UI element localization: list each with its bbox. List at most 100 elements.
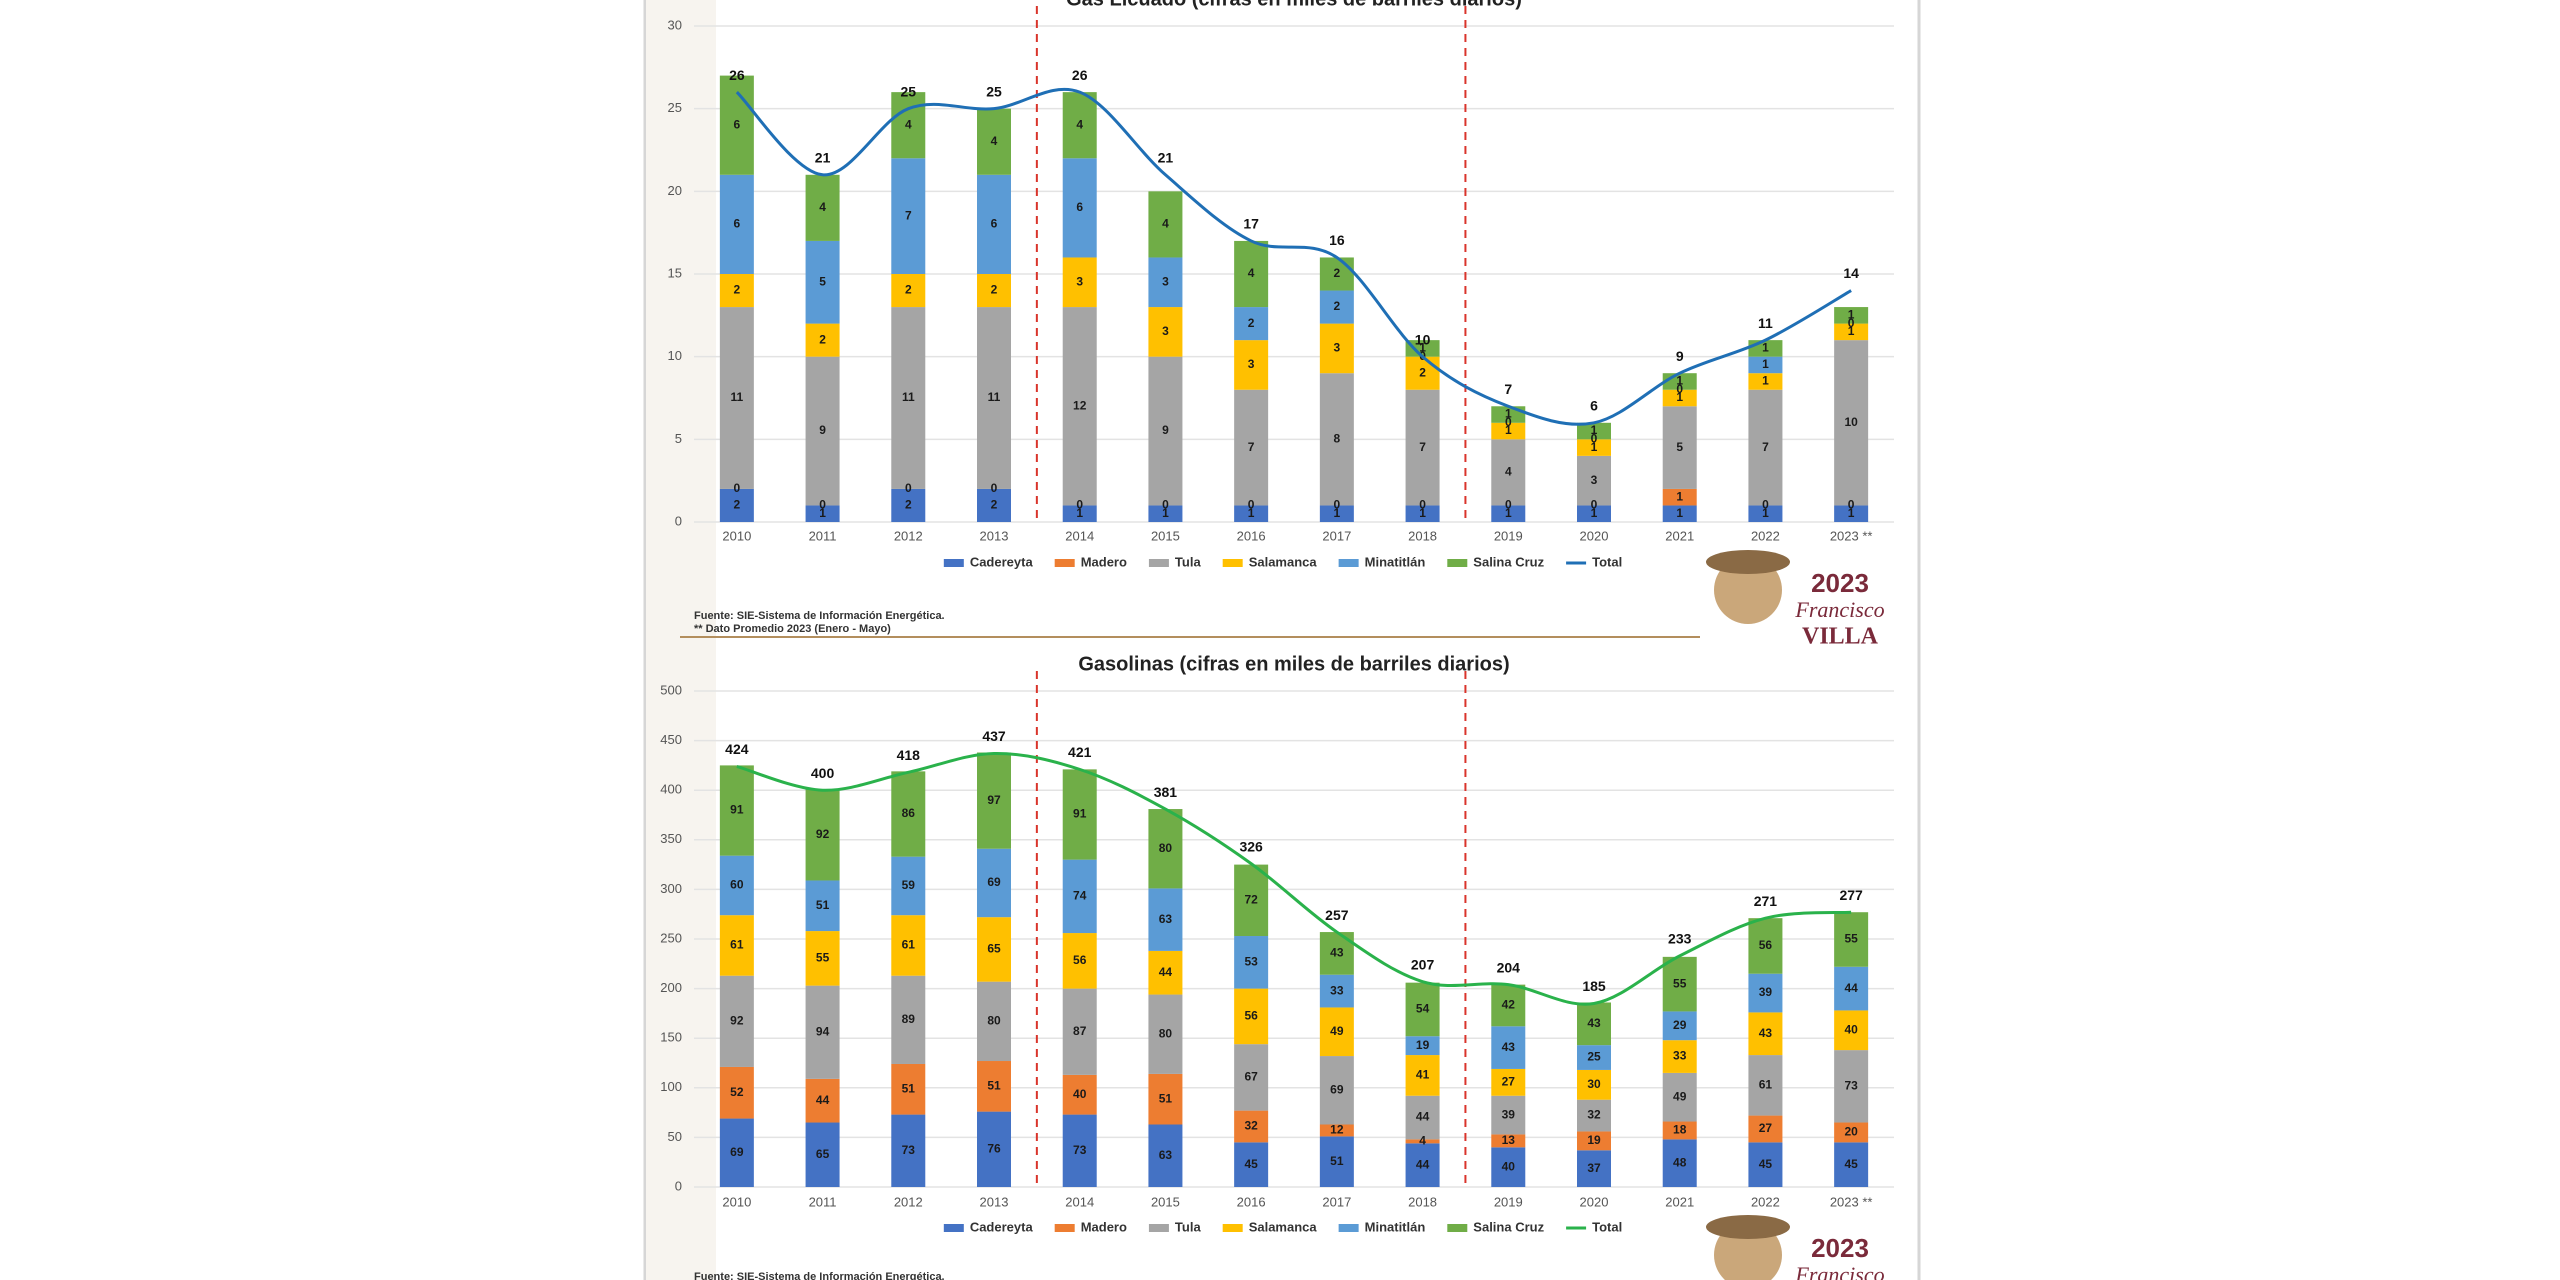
legend-label: Cadereyta: [970, 1219, 1034, 1234]
segment-label: 51: [1330, 1154, 1344, 1168]
x-tick-label: 2012: [894, 528, 923, 543]
segment-label: 2: [1248, 316, 1255, 330]
segment-label: 45: [1844, 1157, 1858, 1171]
segment-label: 4: [1162, 217, 1169, 231]
bar-segment: [1148, 505, 1183, 522]
bar-segment: [805, 240, 840, 324]
segment-label: 44: [1159, 965, 1173, 979]
segment-label: 94: [816, 1024, 830, 1038]
total-label: 21: [1158, 150, 1174, 166]
segment-label: 4: [1419, 1134, 1426, 1148]
total-label: 233: [1668, 931, 1692, 947]
y-tick-label: 0: [675, 1178, 682, 1193]
bar-segment: [1577, 1150, 1611, 1187]
segment-label: 27: [1759, 1121, 1773, 1135]
y-tick-label: 250: [660, 930, 682, 945]
segment-label: 54: [1416, 1002, 1430, 1016]
segment-label: 92: [816, 827, 830, 841]
bar-segment: [1662, 389, 1697, 407]
bar-segment: [1834, 1122, 1869, 1143]
segment-label: 11: [902, 390, 915, 404]
y-tick-label: 50: [668, 1129, 682, 1144]
segment-label: 76: [987, 1141, 1001, 1155]
segment-label: 43: [1759, 1026, 1773, 1040]
segment-label: 51: [1159, 1091, 1173, 1105]
bar-segment: [1577, 505, 1611, 522]
bar-segment: [891, 92, 926, 159]
bar-segment: [1748, 1115, 1783, 1143]
bar-segment: [1319, 373, 1354, 506]
segment-label: 0: [1762, 498, 1769, 512]
bar-segment: [719, 274, 754, 308]
bar-segment: [1662, 406, 1697, 489]
bar-segment: [1405, 1055, 1440, 1096]
segment-label: 1: [1848, 324, 1855, 338]
footnote: ** Dato Promedio 2023 (Enero - Mayo): [694, 623, 891, 635]
segment-label: 0: [1848, 316, 1855, 330]
bar-segment: [805, 1122, 840, 1187]
logo-hat: [1706, 1215, 1790, 1239]
bar-segment: [1062, 307, 1097, 506]
total-label: 400: [811, 765, 835, 781]
x-tick-label: 2015: [1151, 528, 1180, 543]
bar-segment: [1062, 257, 1097, 308]
segment-label: 8: [1334, 432, 1341, 446]
legend-swatch: [1054, 1224, 1075, 1232]
segment-label: 7: [1419, 440, 1426, 454]
segment-label: 6: [991, 217, 998, 231]
bar-segment: [805, 880, 840, 932]
bar-segment: [1405, 356, 1440, 390]
bar-segment: [977, 752, 1011, 849]
y-tick-label: 20: [668, 183, 682, 198]
legend-swatch: [1054, 559, 1075, 567]
bar-segment: [1491, 1026, 1526, 1069]
bar-segment: [719, 307, 754, 489]
segment-label: 1: [1676, 390, 1683, 404]
logo-name: Francisco: [1794, 1262, 1884, 1280]
segment-label: 30: [1587, 1077, 1601, 1091]
segment-label: 6: [734, 217, 741, 231]
segment-label: 48: [1673, 1155, 1687, 1169]
y-tick-label: 300: [660, 881, 682, 896]
bar-segment: [1234, 1110, 1269, 1143]
bar-segment: [1062, 859, 1097, 934]
bar-segment: [1148, 950, 1183, 995]
legend-swatch: [943, 1224, 964, 1232]
bar-segment: [1491, 422, 1526, 440]
y-tick-label: 450: [660, 732, 682, 747]
bar-segment: [977, 1061, 1011, 1112]
y-tick-label: 500: [660, 682, 682, 697]
bar-segment: [1577, 422, 1611, 440]
bar-segment: [1748, 373, 1783, 390]
total-label: 204: [1497, 959, 1521, 975]
bar-segment: [1062, 1074, 1097, 1115]
bar-segment: [1319, 290, 1354, 324]
legend-label: Tula: [1175, 1219, 1202, 1234]
segment-label: 59: [902, 878, 916, 892]
y-tick-label: 30: [668, 17, 682, 32]
segment-label: 1: [1248, 506, 1255, 520]
bar-segment: [1662, 1139, 1697, 1187]
segment-label: 69: [730, 1145, 744, 1159]
segment-label: 1: [1076, 506, 1083, 520]
document-sheet: [643, 0, 1921, 1280]
bar-segment: [891, 915, 926, 976]
total-label: 277: [1839, 887, 1863, 903]
segment-label: 43: [1330, 946, 1344, 960]
segment-label: 1: [1162, 506, 1169, 520]
segment-label: 1: [1591, 423, 1598, 437]
segment-label: 87: [1073, 1024, 1087, 1038]
segment-label: 45: [1759, 1157, 1773, 1171]
segment-label: 49: [1330, 1024, 1344, 1038]
y-tick-label: 200: [660, 980, 682, 995]
segment-label: 3: [1591, 473, 1598, 487]
bar-segment: [977, 488, 1011, 522]
segment-label: 1: [1676, 374, 1683, 388]
segment-label: 0: [1334, 498, 1341, 512]
segment-label: 2: [991, 498, 998, 512]
total-label: 17: [1243, 216, 1259, 232]
segment-label: 49: [1673, 1089, 1687, 1103]
segment-label: 19: [1587, 1133, 1601, 1147]
bar-segment: [1577, 1002, 1611, 1046]
